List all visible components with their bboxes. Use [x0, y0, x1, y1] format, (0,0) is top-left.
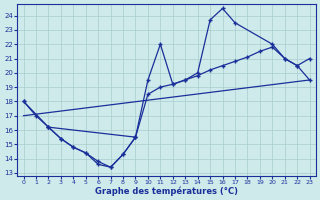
X-axis label: Graphe des températures (°C): Graphe des températures (°C) [95, 186, 238, 196]
